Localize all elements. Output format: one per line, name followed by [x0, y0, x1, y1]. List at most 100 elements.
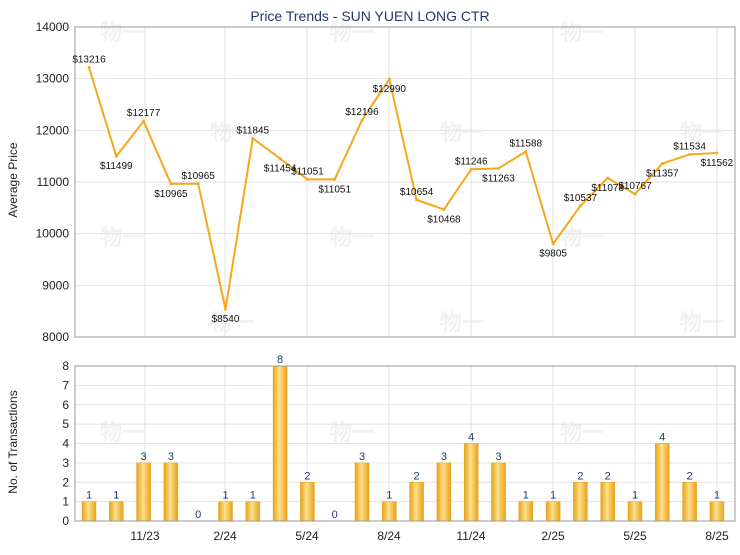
watermark-text: 物一 [100, 20, 144, 45]
price-data-label: $11454 [264, 164, 297, 175]
watermark-text: 物一 [560, 20, 604, 45]
price-data-label: $11357 [646, 169, 679, 180]
price-point [415, 198, 419, 202]
price-data-label: $12196 [345, 107, 379, 118]
transaction-bar [245, 501, 261, 522]
chart-title: Price Trends - SUN YUEN LONG CTR [250, 8, 489, 24]
bar-value-label: 1 [714, 490, 720, 502]
bar-value-label: 1 [550, 490, 556, 502]
transactions-y-tick-label: 1 [62, 495, 69, 509]
price-y-tick-label: 8000 [42, 330, 69, 344]
transactions-y-tick-label: 8 [62, 359, 69, 373]
price-point [333, 177, 337, 181]
price-point [497, 166, 500, 170]
transactions-y-tick-label: 3 [62, 456, 69, 470]
transactions-y-tick-label: 7 [62, 378, 69, 392]
bar-value-label: 2 [414, 470, 420, 482]
transactions-y-tick-label: 6 [62, 398, 69, 412]
transactions-y-tick-label: 2 [62, 475, 69, 489]
price-point [305, 177, 309, 181]
transaction-bar [109, 501, 124, 522]
price-data-label: $10468 [427, 214, 461, 225]
transactions-y-tick-label: 0 [62, 514, 69, 528]
watermark-text: 物一 [330, 20, 374, 45]
transaction-bar [709, 501, 725, 522]
price-point [114, 154, 118, 158]
price-point [633, 192, 637, 196]
price-data-label: $11078 [591, 183, 624, 194]
bar-value-label: 1 [113, 490, 119, 502]
price-point [251, 136, 255, 140]
transaction-bar [272, 365, 288, 522]
transactions-y-tick-label: 4 [62, 437, 69, 451]
price-line [88, 67, 717, 311]
price-data-label: $10965 [182, 171, 216, 182]
price-point [224, 307, 227, 311]
transaction-bar [655, 443, 670, 522]
price-y-tick-label: 13000 [36, 72, 70, 86]
price-data-label: $10965 [154, 189, 188, 200]
watermark-text: 物一 [210, 120, 254, 145]
price-point [688, 152, 692, 156]
bar-value-label: 1 [386, 490, 392, 502]
bar-value-label: 3 [168, 451, 174, 463]
price-data-label: $11845 [236, 125, 269, 136]
price-data-label: $11263 [482, 173, 515, 184]
x-tick-label: 2/24 [213, 529, 237, 543]
price-line-series [87, 66, 719, 311]
transaction-bar [463, 443, 479, 522]
bar-value-label: 4 [659, 432, 665, 444]
bar-value-label: 2 [577, 470, 583, 482]
x-tick-label: 11/24 [456, 529, 485, 543]
price-y-tick-label: 12000 [36, 123, 70, 137]
price-data-label: $8540 [212, 314, 240, 325]
bar-value-label: 3 [495, 451, 501, 463]
price-point [442, 207, 446, 211]
price-point [551, 242, 555, 246]
price-point [360, 118, 364, 122]
price-axis-label: Average Price [6, 142, 20, 217]
transaction-bar [300, 482, 315, 522]
transaction-bar [491, 462, 506, 522]
bar-value-label: 2 [304, 470, 310, 482]
price-data-label: $10767 [618, 181, 652, 192]
price-data-label: $11051 [291, 166, 324, 177]
price-point [142, 119, 146, 123]
price-data-label: $12177 [127, 108, 161, 119]
price-point [87, 66, 91, 70]
x-tick-label: 5/24 [295, 529, 319, 543]
transaction-bar [81, 501, 97, 522]
transactions-axis-label: No. of Transactions [6, 390, 20, 493]
x-tick-label: 8/24 [377, 529, 401, 543]
bar-value-label: 0 [332, 509, 338, 521]
bar-value-label: 1 [632, 490, 638, 502]
transaction-bar [573, 482, 588, 522]
bar-value-label: 3 [141, 451, 147, 463]
x-tick-label: 8/25 [705, 529, 729, 543]
price-point [278, 157, 282, 161]
price-data-label: $11051 [318, 184, 351, 195]
watermark-text: 物一 [330, 225, 374, 250]
price-point [387, 77, 391, 81]
price-data-label: $12990 [373, 84, 407, 95]
price-point [169, 182, 173, 186]
price-y-tick-label: 10000 [36, 227, 70, 241]
bar-value-label: 8 [277, 354, 283, 366]
transaction-bars [81, 365, 725, 522]
transactions-plot-frame [74, 365, 736, 522]
watermark-text: 物一 [560, 225, 604, 250]
bar-value-label: 2 [687, 470, 693, 482]
price-y-tick-label: 11000 [37, 175, 70, 189]
bar-value-label: 1 [222, 490, 228, 502]
watermark-text: 物一 [440, 310, 484, 335]
bar-value-label: 1 [86, 490, 92, 502]
transaction-bar [518, 501, 534, 522]
watermark-text: 物一 [440, 120, 484, 145]
bar-value-label: 1 [523, 490, 529, 502]
x-tick-label: 11/23 [130, 529, 159, 543]
transaction-bar [354, 462, 370, 522]
watermark-text: 物一 [100, 225, 144, 250]
